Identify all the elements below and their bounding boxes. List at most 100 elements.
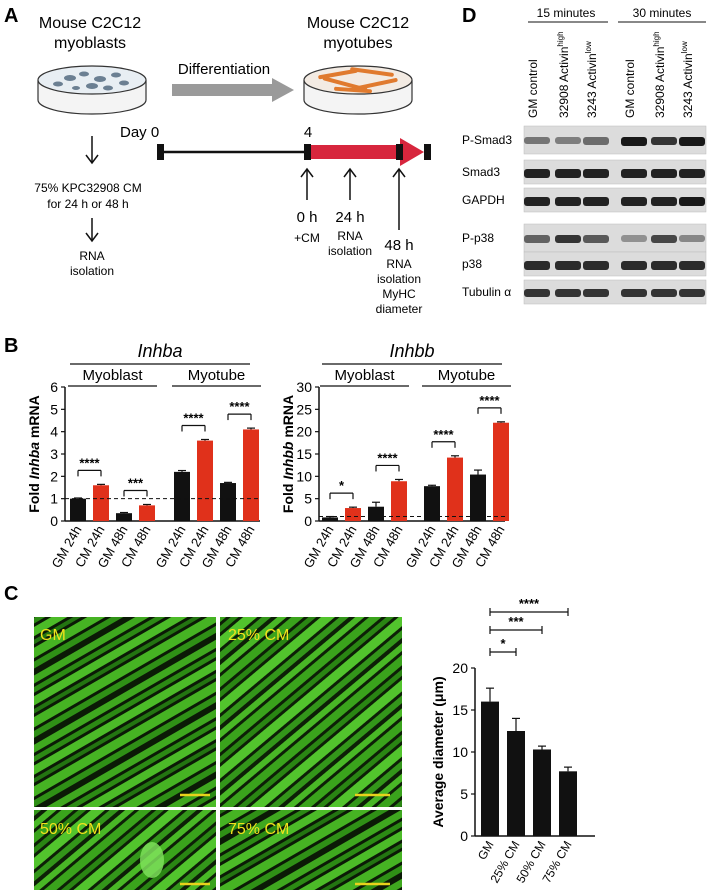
blot-band bbox=[583, 235, 609, 243]
blot-band bbox=[524, 137, 550, 144]
t48-sub1: RNA bbox=[386, 257, 411, 271]
panel-letter-d: D bbox=[462, 5, 476, 27]
bar bbox=[481, 701, 499, 836]
bar bbox=[116, 513, 132, 521]
blot-band bbox=[621, 261, 647, 270]
y-tick-label: 2 bbox=[50, 468, 58, 484]
bar bbox=[70, 498, 86, 521]
y-tick-label: 0 bbox=[304, 513, 312, 529]
blot-band bbox=[679, 137, 705, 146]
blot-band bbox=[621, 289, 647, 297]
y-tick-label: 5 bbox=[304, 491, 312, 507]
blot-band bbox=[679, 169, 705, 178]
micrograph-25cm: 25% CM bbox=[220, 617, 402, 807]
bar bbox=[220, 483, 236, 521]
timeline-tick-day4 bbox=[304, 144, 311, 160]
micrograph-75cm: 75% CM bbox=[220, 810, 402, 890]
blot-band bbox=[621, 235, 647, 242]
blot-strip bbox=[523, 279, 707, 305]
significance-label: * bbox=[339, 478, 345, 493]
blot-band bbox=[524, 197, 550, 206]
group-label: Myotube bbox=[438, 367, 496, 384]
significance-label: **** bbox=[79, 455, 100, 470]
panel-letter-c: C bbox=[4, 583, 18, 605]
blot-strip bbox=[523, 187, 707, 213]
t0-label: 0 h bbox=[297, 209, 318, 226]
blot-band bbox=[679, 289, 705, 297]
t24-sub1: RNA bbox=[337, 229, 362, 243]
group-label-30min: 30 minutes bbox=[633, 6, 692, 20]
y-tick-label: 30 bbox=[296, 379, 312, 395]
treatment-line1: 75% KPC32908 CM bbox=[34, 181, 141, 195]
bar bbox=[493, 422, 509, 521]
bar bbox=[139, 505, 155, 521]
up-arrow-icon-0h bbox=[300, 167, 314, 178]
bar bbox=[345, 508, 361, 521]
y-tick-label: 15 bbox=[452, 702, 468, 718]
micrograph-label-50cm: 50% CM bbox=[40, 821, 101, 838]
myoblast-dish-icon bbox=[37, 65, 147, 115]
bar bbox=[424, 486, 440, 521]
lane-label: 32908 Activinhigh bbox=[652, 31, 667, 118]
myotube-title-line2: myotubes bbox=[323, 35, 392, 52]
category-label: GM bbox=[475, 839, 497, 863]
blot-band bbox=[583, 197, 609, 206]
bar bbox=[559, 771, 577, 836]
micrograph-50cm: 50% CM bbox=[34, 810, 216, 890]
myoblast-title-line1: Mouse C2C12 bbox=[39, 15, 141, 32]
rna-isolation-left-line2: isolation bbox=[70, 264, 114, 278]
blot-band bbox=[555, 137, 581, 144]
blot-strip bbox=[523, 251, 707, 277]
blot-band bbox=[524, 169, 550, 178]
differentiation-label: Differentiation bbox=[178, 61, 270, 78]
blot-band bbox=[583, 261, 609, 270]
blot-label: Smad3 bbox=[462, 165, 500, 179]
chart-title: Inhbb bbox=[389, 341, 434, 361]
treatment-line2: for 24 h or 48 h bbox=[47, 197, 128, 211]
t48-label: 48 h bbox=[384, 237, 413, 254]
t48-sub3: MyHC bbox=[382, 287, 416, 301]
panel-letter-a: A bbox=[4, 5, 18, 27]
bar bbox=[322, 517, 338, 521]
y-tick-label: 5 bbox=[50, 401, 58, 417]
blot-band bbox=[621, 137, 647, 146]
blot-band bbox=[679, 261, 705, 270]
blot-label: Tubulin α bbox=[462, 285, 511, 299]
blot-band bbox=[555, 261, 581, 270]
y-tick-label: 25 bbox=[296, 401, 312, 417]
blot-band bbox=[651, 261, 677, 270]
blot-band bbox=[583, 137, 609, 145]
myoblast-title-line2: myoblasts bbox=[54, 35, 126, 52]
significance-label: **** bbox=[377, 450, 398, 465]
blot-label: P-Smad3 bbox=[462, 133, 512, 147]
blot-band bbox=[555, 169, 581, 178]
bar bbox=[533, 749, 551, 836]
y-axis-label: Fold Inhba mRNA bbox=[26, 395, 42, 512]
lane-label: GM control bbox=[623, 59, 637, 118]
panel-a: Mouse C2C12 myoblasts Mouse C2C12 myotub… bbox=[34, 15, 431, 316]
blot-label: p38 bbox=[462, 257, 482, 271]
significance-label: **** bbox=[519, 596, 540, 611]
bar bbox=[174, 471, 190, 521]
blot-band bbox=[651, 235, 677, 243]
blot-band bbox=[651, 137, 677, 145]
blot-band bbox=[583, 169, 609, 178]
y-tick-label: 5 bbox=[460, 786, 468, 802]
lane-label: 3243 Activinlow bbox=[680, 41, 695, 118]
rna-isolation-left-line1: RNA bbox=[79, 249, 104, 263]
micrograph-label-25cm: 25% CM bbox=[228, 627, 289, 644]
blot-label: GAPDH bbox=[462, 193, 505, 207]
blot-strip bbox=[523, 159, 707, 185]
micrograph-gm: GM bbox=[34, 617, 216, 807]
blot-band bbox=[621, 169, 647, 178]
panel-c: GM 25% CM 50% CM 75% CM bbox=[34, 617, 402, 890]
significance-label: **** bbox=[479, 393, 500, 408]
significance-label: **** bbox=[183, 410, 204, 425]
y-tick-label: 10 bbox=[296, 468, 312, 484]
t48-sub2: isolation bbox=[377, 272, 421, 286]
t48-sub4: diameter bbox=[376, 302, 423, 316]
significance-label: * bbox=[500, 636, 506, 651]
y-axis-label: Fold Inhbb mRNA bbox=[280, 395, 296, 513]
